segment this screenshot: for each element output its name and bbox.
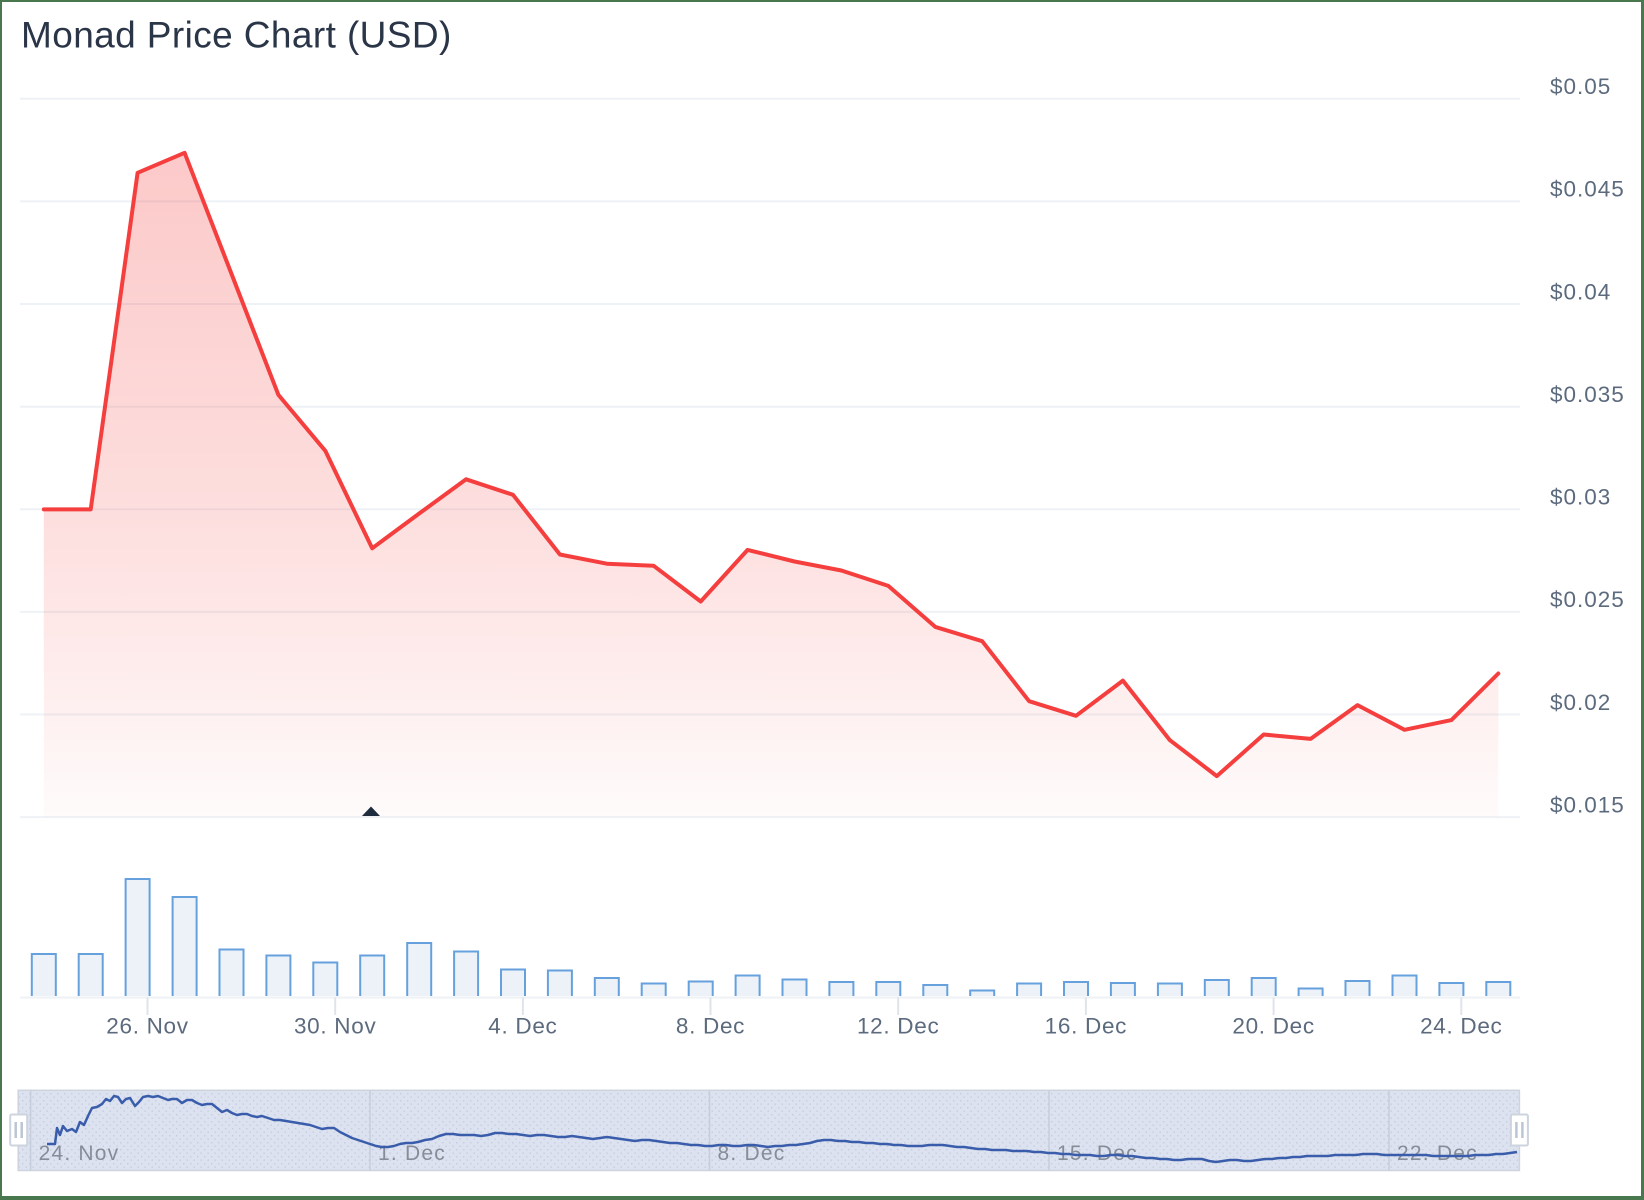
svg-text:Monad Price Chart (USD): Monad Price Chart (USD) xyxy=(21,15,452,56)
svg-text:$0.025: $0.025 xyxy=(1550,587,1625,612)
svg-text:30. Nov: 30. Nov xyxy=(294,1014,376,1039)
svg-text:4. Dec: 4. Dec xyxy=(488,1014,557,1039)
svg-text:$0.03: $0.03 xyxy=(1550,485,1611,510)
svg-text:20. Dec: 20. Dec xyxy=(1232,1014,1314,1039)
svg-text:26. Nov: 26. Nov xyxy=(106,1014,188,1039)
svg-text:24. Nov: 24. Nov xyxy=(39,1142,120,1165)
svg-text:24. Dec: 24. Dec xyxy=(1420,1014,1502,1039)
svg-text:$0.05: $0.05 xyxy=(1550,74,1611,99)
svg-text:8. Dec: 8. Dec xyxy=(676,1014,745,1039)
svg-text:12. Dec: 12. Dec xyxy=(857,1014,939,1039)
svg-text:16. Dec: 16. Dec xyxy=(1045,1014,1127,1039)
svg-text:1. Dec: 1. Dec xyxy=(378,1142,446,1165)
svg-text:$0.02: $0.02 xyxy=(1550,690,1611,715)
svg-text:$0.015: $0.015 xyxy=(1550,792,1625,817)
svg-text:$0.045: $0.045 xyxy=(1550,177,1625,202)
svg-text:$0.04: $0.04 xyxy=(1550,279,1611,304)
svg-text:22. Dec: 22. Dec xyxy=(1397,1142,1478,1165)
svg-text:15. Dec: 15. Dec xyxy=(1057,1142,1138,1165)
svg-text:$0.035: $0.035 xyxy=(1550,382,1625,407)
